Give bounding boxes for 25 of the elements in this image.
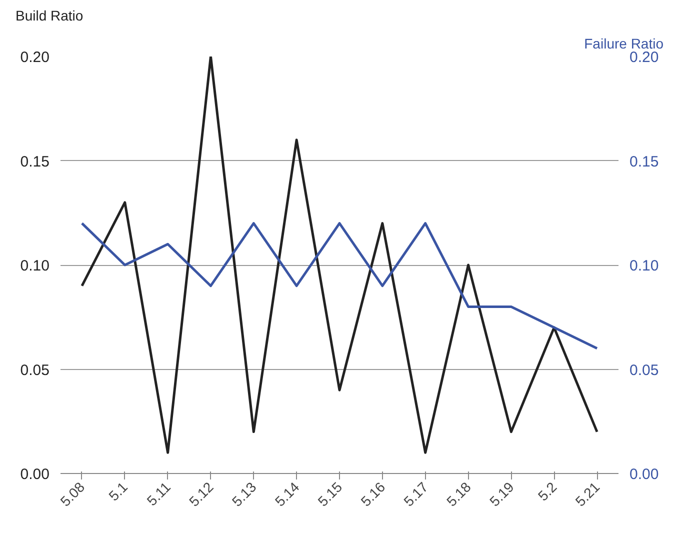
x-tick-label: 5.2: [534, 478, 560, 504]
x-tick-label: 5.21: [572, 478, 603, 510]
x-tick-label: 5.11: [144, 478, 174, 509]
y-tick-label: 0.20: [20, 49, 50, 66]
line-series: [80, 222, 598, 350]
x-tick-label: 5.14: [272, 478, 302, 510]
x-tick-label: 5.13: [228, 478, 260, 510]
y2-tick-label: 0.05: [630, 362, 659, 379]
line-series: [80, 56, 598, 454]
y2-axis-title: Failure Ratio: [584, 36, 664, 52]
x-tick-label: 5.19: [486, 478, 517, 510]
y2-tick-label: 0.10: [630, 258, 659, 274]
y-axis-title: Build Ratio: [16, 8, 84, 24]
x-tick-label: 5.12: [186, 478, 217, 510]
y-tick-label: 0.00: [20, 466, 50, 483]
x-tick-label: 5.16: [358, 478, 388, 510]
x-tick-label: 5.08: [57, 478, 88, 510]
y2-tick-label: 0.20: [630, 49, 659, 66]
y-tick-label: 0.05: [20, 362, 50, 379]
x-tick-label: 5.1: [105, 478, 131, 504]
y2-tick-label: 0.00: [630, 466, 659, 483]
x-tick-label: 5.18: [443, 478, 474, 510]
y-tick-label: 0.15: [20, 153, 50, 170]
y2-tick-label: 0.15: [630, 153, 659, 170]
y-tick-label: 0.10: [20, 258, 50, 274]
